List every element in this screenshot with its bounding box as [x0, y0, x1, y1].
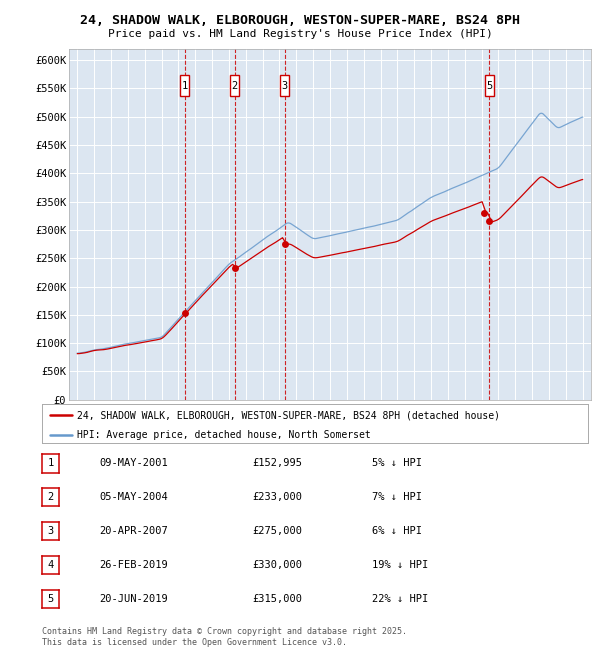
Text: 24, SHADOW WALK, ELBOROUGH, WESTON-SUPER-MARE, BS24 8PH: 24, SHADOW WALK, ELBOROUGH, WESTON-SUPER… [80, 14, 520, 27]
Text: Contains HM Land Registry data © Crown copyright and database right 2025.
This d: Contains HM Land Registry data © Crown c… [42, 627, 407, 647]
Text: £275,000: £275,000 [252, 526, 302, 536]
Text: 5: 5 [487, 81, 493, 90]
FancyBboxPatch shape [280, 75, 289, 96]
Text: 1: 1 [47, 458, 53, 469]
Text: £152,995: £152,995 [252, 458, 302, 469]
Text: 4: 4 [47, 560, 53, 570]
Text: £233,000: £233,000 [252, 492, 302, 502]
FancyBboxPatch shape [485, 75, 494, 96]
Text: 5% ↓ HPI: 5% ↓ HPI [372, 458, 422, 469]
Text: 2: 2 [47, 492, 53, 502]
Text: 19% ↓ HPI: 19% ↓ HPI [372, 560, 428, 570]
FancyBboxPatch shape [180, 75, 189, 96]
Text: 6% ↓ HPI: 6% ↓ HPI [372, 526, 422, 536]
Text: 5: 5 [47, 593, 53, 604]
Text: £330,000: £330,000 [252, 560, 302, 570]
Text: Price paid vs. HM Land Registry's House Price Index (HPI): Price paid vs. HM Land Registry's House … [107, 29, 493, 39]
Text: 09-MAY-2001: 09-MAY-2001 [99, 458, 168, 469]
Text: 3: 3 [47, 526, 53, 536]
Text: HPI: Average price, detached house, North Somerset: HPI: Average price, detached house, Nort… [77, 430, 371, 439]
Text: 05-MAY-2004: 05-MAY-2004 [99, 492, 168, 502]
Text: 1: 1 [181, 81, 188, 90]
Text: 20-JUN-2019: 20-JUN-2019 [99, 593, 168, 604]
Text: 22% ↓ HPI: 22% ↓ HPI [372, 593, 428, 604]
Text: 3: 3 [281, 81, 287, 90]
Text: 2: 2 [232, 81, 238, 90]
Text: 26-FEB-2019: 26-FEB-2019 [99, 560, 168, 570]
Text: 20-APR-2007: 20-APR-2007 [99, 526, 168, 536]
Text: 24, SHADOW WALK, ELBOROUGH, WESTON-SUPER-MARE, BS24 8PH (detached house): 24, SHADOW WALK, ELBOROUGH, WESTON-SUPER… [77, 410, 500, 420]
Text: £315,000: £315,000 [252, 593, 302, 604]
FancyBboxPatch shape [230, 75, 239, 96]
Text: 7% ↓ HPI: 7% ↓ HPI [372, 492, 422, 502]
